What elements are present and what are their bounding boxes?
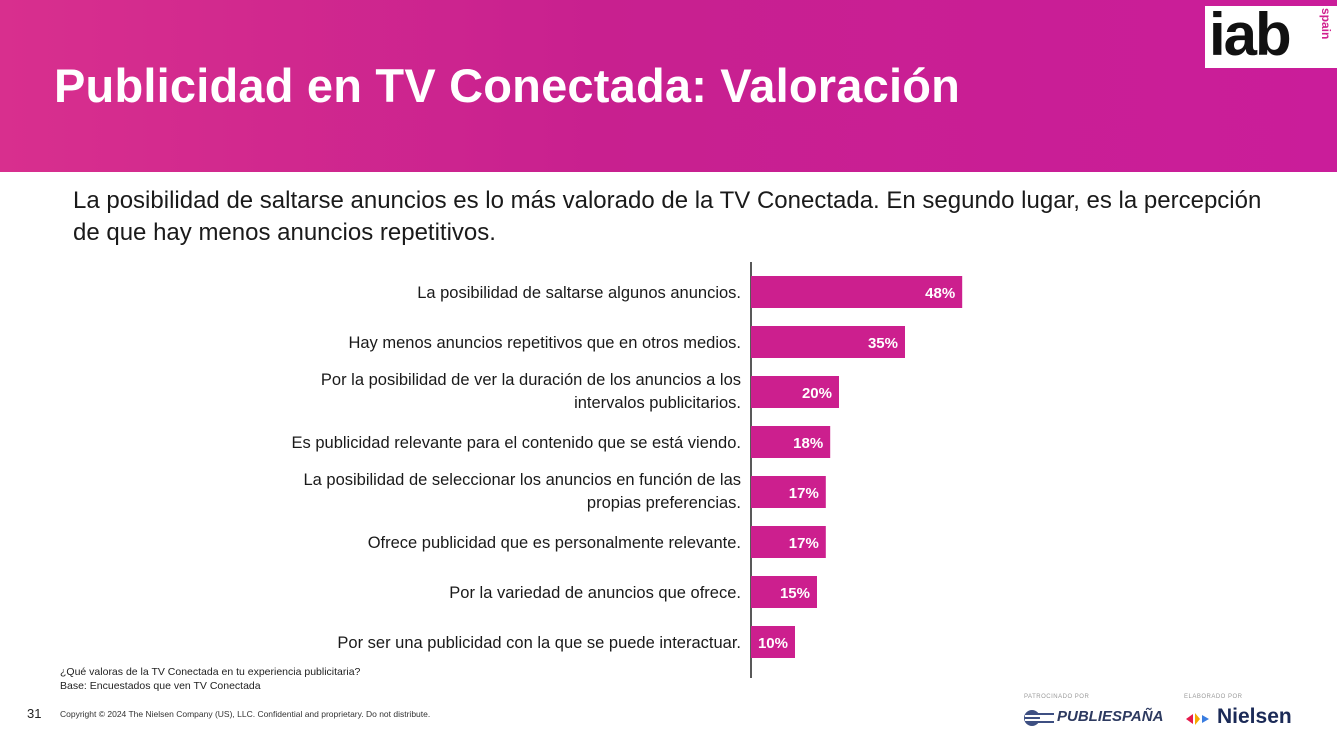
header-banner: Publicidad en TV Conectada: Valoración [0,0,1337,172]
category-label-2: Por la posibilidad de ver la duración de… [321,371,741,412]
category-label-2-line-1: intervalos publicitarios. [574,394,741,412]
category-label-4: La posibilidad de seleccionar los anunci… [303,471,741,512]
bar-6 [751,576,817,608]
producer-name: Nielsen [1217,705,1292,728]
slide-subtitle: La posibilidad de saltarse anuncios es l… [73,187,1262,246]
footnote-question: ¿Qué valoras de la TV Conectada en tu ex… [60,666,361,678]
category-label-0: La posibilidad de saltarse algunos anunc… [417,284,741,302]
category-label-3: Es publicidad relevante para el contenid… [292,434,741,452]
sponsor-name: PUBLIESPAÑA [1057,708,1164,725]
category-label-6: Por la variedad de anuncios que ofrece. [449,584,741,602]
category-label-4-line-1: propias preferencias. [587,494,741,512]
page-number: 31 [27,706,42,721]
producer-label: ELABORADO POR [1184,694,1243,700]
category-label-4-line-0: La posibilidad de seleccionar los anunci… [303,471,741,489]
bar-value-label-2: 20% [802,385,832,402]
bar-1 [751,326,905,358]
page-title: Publicidad en TV Conectada: Valoración [54,59,961,112]
footnote: ¿Qué valoras de la TV Conectada en tu ex… [60,666,360,693]
sponsor-label: PATROCINADO POR [1024,694,1090,700]
bar-value-label-0: 48% [925,285,955,302]
bar-5 [751,526,826,558]
footnote-base: Base: Encuestados que ven TV Conectada [60,679,261,692]
bar-4 [751,476,826,508]
bar-value-label-3: 18% [793,435,823,452]
bar-value-label-1: 35% [868,335,898,352]
bar-value-label-4: 17% [789,485,819,502]
nielsen-logo-icon [1186,713,1209,725]
bar-2 [751,376,839,408]
bar-chart: 48% La posibilidad de saltarse algunos an… [292,262,963,678]
iab-logo-text: iab [1209,1,1292,68]
bar-3 [751,426,831,458]
bar-value-label-7: 10% [758,635,788,652]
iab-logo-sub: spain [1319,8,1333,40]
bar-value-label-5: 17% [789,535,819,552]
bar-7 [751,626,795,658]
category-label-7: Por ser una publicidad con la que se pue… [337,634,741,652]
publiespana-logo-icon [1024,710,1054,726]
iab-logo: iab spain [1205,1,1337,68]
bar-0 [751,276,963,308]
category-label-2-line-0: Por la posibilidad de ver la duración de… [321,371,741,389]
bar-value-label-6: 15% [780,585,810,602]
category-label-5: Ofrece publicidad que es personalmente r… [368,534,741,552]
copyright-text: Copyright © 2024 The Nielsen Company (US… [60,709,431,719]
category-label-1: Hay menos anuncios repetitivos que en ot… [348,334,741,352]
